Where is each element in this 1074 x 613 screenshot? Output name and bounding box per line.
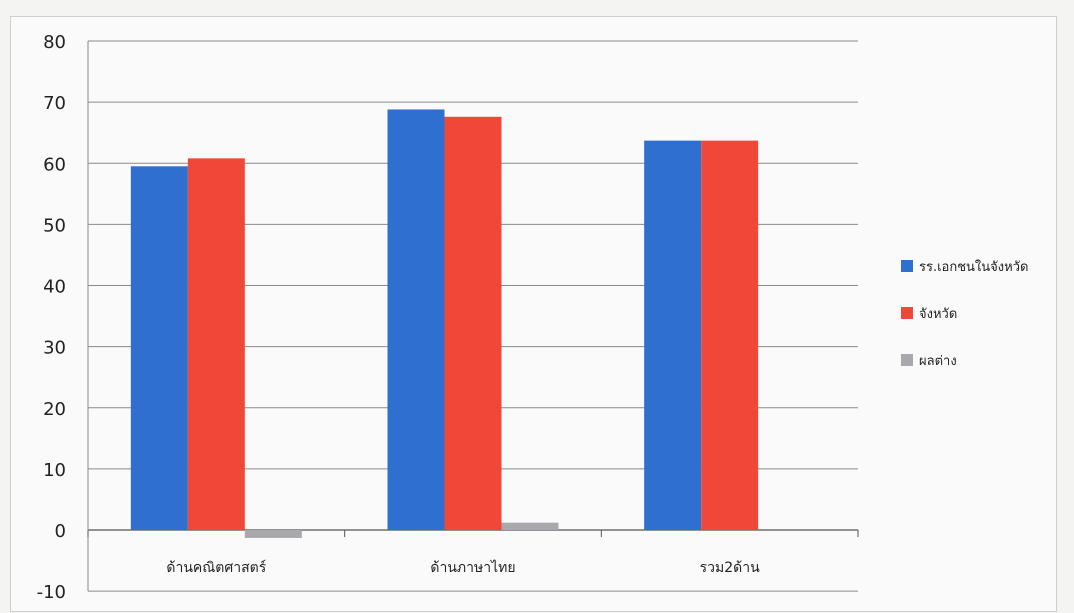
y-tick-label: -10 — [37, 582, 66, 603]
bar — [187, 158, 245, 531]
y-tick-label: 80 — [43, 32, 66, 53]
bar — [130, 166, 188, 530]
bar — [244, 530, 302, 538]
legend-swatch — [901, 354, 913, 366]
x-category-label: รวม2ด้าน — [700, 560, 760, 576]
y-tick-label: 30 — [43, 338, 66, 359]
x-category-label: ด้านคณิตศาสตร์ — [166, 559, 266, 576]
legend-label: ผลต่าง — [919, 354, 957, 369]
y-tick-label: 0 — [55, 521, 66, 542]
legend-swatch — [901, 260, 913, 272]
y-tick-label: 10 — [43, 460, 66, 481]
bar — [444, 116, 502, 531]
y-tick-label: 60 — [43, 154, 66, 175]
x-category-label: ด้านภาษาไทย — [430, 559, 515, 576]
y-tick-label: 20 — [43, 399, 66, 420]
bar — [501, 522, 559, 530]
legend-label: จังหวัด — [919, 307, 957, 322]
y-tick-label: 50 — [43, 215, 66, 236]
y-tick-label: 40 — [43, 277, 66, 298]
bar — [644, 140, 702, 531]
bar — [387, 109, 445, 531]
bar — [701, 140, 759, 531]
y-tick-label: 70 — [43, 93, 66, 114]
legend-swatch — [901, 307, 913, 319]
legend-label: รร.เอกชนในจังหวัด — [919, 259, 1028, 275]
